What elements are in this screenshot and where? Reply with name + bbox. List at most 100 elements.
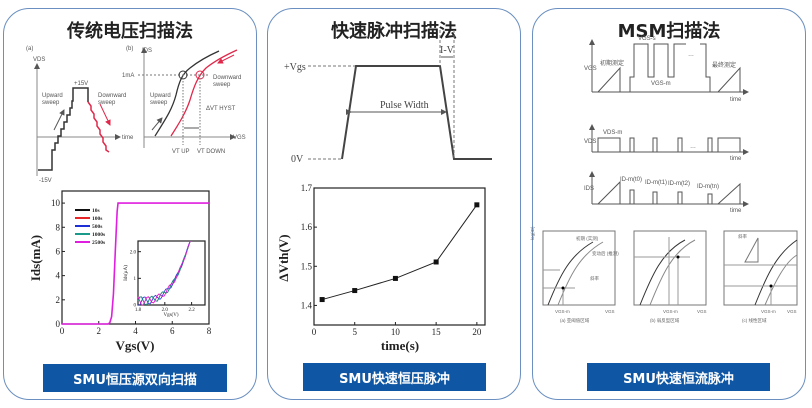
caption-b: (b) 弱反型区域 [650, 317, 680, 324]
data-point [352, 288, 358, 294]
initial-measure-label: 初期测定 [600, 59, 624, 67]
y-tick-label: 6 [56, 246, 61, 256]
ids-label-t2: ID-m(t2) [668, 181, 690, 187]
x-tick-label: 2.0 [162, 308, 169, 313]
msm-waveform-diagram: VGS 初期测定 最终测定 VGS-s VGS-m … time VDS VDS… [584, 36, 749, 214]
vgs-m-label: VGS-m [555, 309, 570, 314]
msm-region-plots: 初期 (实测) 变动后 (推测) 斜率 log(ID) VGS-m VGS (a… [530, 226, 798, 324]
vgs-label: VGS [787, 309, 797, 314]
pulse-width-label: Pulse Width [380, 100, 429, 111]
y-tick-label: 1.4 [301, 300, 313, 310]
x-tick-label: 2.2 [188, 308, 195, 313]
x-tick-label: 0 [60, 326, 65, 336]
1ma-label: 1mA [122, 73, 134, 79]
panel-title: 快速脉冲扫描法 [331, 21, 457, 42]
hysteresis-diagram: (b) IDS VGS 1mA VT UP VT DOWN ΔVT HYST U… [122, 46, 246, 155]
vds-m-label: VDS-m [603, 130, 622, 136]
y-tick-label: 8 [56, 222, 61, 232]
hyst-label: ΔVT HYST [206, 106, 236, 112]
x-axis-label: time(s) [381, 338, 419, 353]
final-measure-label: 最终测定 [712, 61, 736, 69]
y-tick-label: 1 [134, 277, 137, 282]
time-axis-label: time [122, 135, 134, 141]
legend-label: 500s [92, 224, 102, 230]
dots: … [690, 144, 696, 150]
y-tick-label: 4 [56, 271, 61, 281]
ids-label-tn: ID-m(tn) [697, 184, 719, 190]
panel-title: 传统电压扫描法 [67, 21, 193, 42]
dots: … [688, 52, 694, 58]
x-tick-label: 20 [472, 327, 482, 337]
x-tick-label: 0 [312, 327, 317, 337]
x-tick-label: 4 [133, 326, 138, 336]
upward-sweep-label-2: sweep [150, 100, 168, 106]
logid-label: log(ID) [530, 226, 535, 240]
y-tick-label: 2.0 [130, 250, 137, 255]
vds-axis-label: VDS [33, 57, 45, 63]
vgs-stress-label: VGS-s [638, 36, 656, 42]
data-point [392, 275, 398, 281]
vgs-axis-label: VGS [233, 135, 246, 141]
x-tick-label: 8 [207, 326, 212, 336]
plot-frame [137, 240, 206, 306]
vgs-m-label: VGS-m [651, 81, 671, 87]
caption-c: (c) 线性区域 [742, 317, 767, 324]
upward-sweep-label: Upward [150, 93, 171, 99]
y-tick-label: 10 [51, 198, 61, 208]
y-tick-label: 1.5 [301, 261, 313, 271]
ids-axis-label: IDS [142, 48, 152, 54]
x-tick-label: 6 [170, 326, 175, 336]
series-line [322, 204, 478, 301]
downward-sweep-label-2: sweep [98, 100, 116, 106]
y-tick-label: 1.6 [301, 222, 313, 232]
upward-sweep-label: Upward [42, 93, 63, 99]
inset-y-label: Ids(μA) [124, 265, 129, 281]
panel-voltage-sweep: 传统电压扫描法 [3, 8, 257, 400]
inset-series-2500s [137, 240, 191, 306]
vgs-label: VGS [697, 309, 707, 314]
data-point [474, 202, 480, 208]
legend-label: 10s [92, 208, 100, 214]
series-line-2500s [62, 202, 209, 325]
legend-label: 1000s [92, 232, 105, 238]
y-axis-label: ΔVth(V) [276, 234, 291, 281]
y-axis-label: Ids(mA) [28, 235, 43, 281]
x-axis-label: Vgs(V) [116, 338, 155, 353]
legend-label: 2500s [92, 240, 105, 246]
vt-down-label: VT DOWN [197, 149, 225, 155]
legend-label: 100s [92, 216, 102, 222]
smu-fast-current-pulse-button[interactable]: SMU快速恒流脉冲 [587, 363, 770, 391]
vds-axis-label: VDS [584, 139, 596, 145]
panel-title: MSM扫描法 [617, 21, 721, 42]
vt-up-label: VT UP [172, 149, 190, 155]
vgs-axis-label: VGS [584, 66, 597, 72]
data-point [319, 297, 325, 303]
data-point [433, 259, 439, 265]
ids-axis-label: IDS [584, 186, 594, 192]
time-label: time [730, 208, 742, 214]
initial-note: 初期 (实测) [576, 235, 599, 242]
plot-frame [313, 187, 486, 326]
plus-15v-label: +15V [74, 81, 88, 87]
delta-vth-chart: 0 5 10 15 20 1.4 1.5 1.6 1.7 time(s) ΔVth(V) [276, 183, 486, 353]
pulse-diagram: +Vgs 0V Pulse Width I-V [284, 30, 492, 165]
smu-bidirectional-sweep-button[interactable]: SMU恒压源双向扫描 [43, 364, 227, 392]
ids-vgs-chart: 0 2 4 6 80246810Vgs(V)Ids(mA)10s100s500s1000… [28, 190, 212, 353]
downward-sweep-label: Downward [98, 93, 126, 99]
inset-x-label: Vgs(V) [164, 313, 179, 318]
slope-label: 斜率 [738, 233, 747, 240]
ids-label-t1: ID-m(t1) [645, 180, 667, 186]
inset-series-10s [137, 240, 191, 305]
label-a: (a) [26, 46, 33, 52]
x-tick-label: 15 [432, 327, 442, 337]
x-tick-label: 5 [352, 327, 357, 337]
after-note: 变动后 (推测) [592, 250, 619, 257]
x-tick-label: 2 [97, 326, 102, 336]
smu-fast-voltage-pulse-button[interactable]: SMU快速恒压脉冲 [303, 363, 486, 391]
y-tick-label: 1.7 [301, 183, 313, 193]
label-b: (b) [126, 46, 133, 52]
caption-a: (a) 亚阈值区域 [560, 317, 590, 324]
inset-series-1000s [137, 240, 191, 305]
x-tick-label: 1.8 [135, 308, 142, 313]
